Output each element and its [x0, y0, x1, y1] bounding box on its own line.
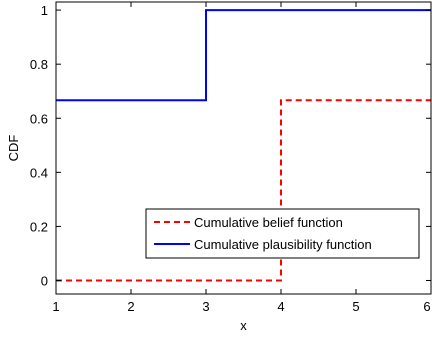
y-tick-label: 0 [41, 273, 48, 288]
y-tick-label: 0.8 [30, 57, 48, 72]
y-tick-label: 0.4 [30, 165, 48, 180]
legend-label-2: Cumulative plausibility function [194, 237, 372, 252]
y-tick-label: 0.2 [30, 219, 48, 234]
legend: Cumulative belief function Cumulative pla… [145, 208, 420, 259]
legend-label-1: Cumulative belief function [194, 215, 343, 230]
x-tick-label: 3 [202, 299, 209, 314]
plot-frame [55, 1, 432, 295]
y-axis-label: CDF [6, 135, 21, 162]
axis-ticks: 1 2 3 4 5 6 0 0.2 0.4 0.6 0.8 1 [30, 2, 432, 314]
x-tick-label: 5 [352, 299, 359, 314]
x-tick-label: 4 [277, 299, 284, 314]
x-tick-label: 6 [423, 299, 430, 314]
plot-lines [56, 9, 431, 282]
legend-box [145, 208, 420, 259]
y-tick-label: 0.6 [30, 111, 48, 126]
y-tick-label: 1 [41, 3, 48, 18]
x-tick-label: 2 [127, 299, 134, 314]
series-line-2 [56, 9, 431, 102]
x-tick-label: 1 [52, 299, 59, 314]
series-line-1 [56, 99, 431, 282]
x-axis-label: x [240, 318, 247, 333]
